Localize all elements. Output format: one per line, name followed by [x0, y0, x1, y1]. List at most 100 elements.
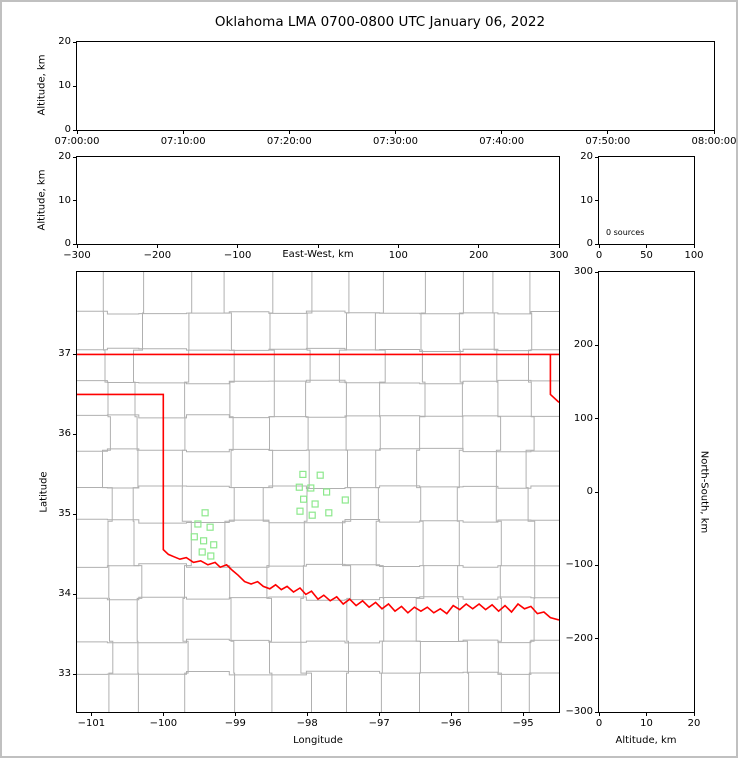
station-marker: [194, 520, 202, 528]
tick-mark: [646, 712, 647, 716]
ns-panel-xlabel: Altitude, km: [615, 735, 677, 746]
time-altitude-panel: [76, 41, 715, 131]
tick-label: 10: [640, 718, 653, 729]
station-marker: [323, 488, 331, 496]
tick-label: 07:30:00: [373, 136, 418, 147]
tick-label: −200: [565, 632, 593, 644]
tick-mark: [450, 712, 452, 716]
tick-label: 0: [64, 124, 71, 135]
tick-label: 10: [580, 194, 593, 206]
tick-mark: [595, 491, 599, 493]
tick-label: 0: [586, 238, 593, 249]
station-marker: [206, 523, 214, 531]
tick-mark: [73, 593, 77, 595]
tick-label: 07:00:00: [54, 136, 100, 147]
station-marker: [296, 507, 304, 515]
tick-mark: [73, 513, 77, 515]
source-count-annotation: 0 sources: [606, 228, 645, 237]
tick-label: 08:00:00: [691, 136, 737, 147]
tick-label: 50: [640, 250, 653, 261]
tick-label: −101: [77, 718, 106, 729]
tick-label: 0: [586, 486, 593, 497]
tick-mark: [182, 130, 184, 134]
tick-mark: [607, 130, 609, 134]
tick-mark: [73, 85, 77, 87]
tick-label: −96: [440, 718, 462, 729]
tick-mark: [397, 244, 399, 248]
tick-label: 37: [58, 348, 71, 360]
tick-mark: [73, 41, 77, 43]
tick-mark: [595, 271, 599, 273]
station-marker: [311, 500, 319, 508]
tick-label: −100: [223, 250, 252, 261]
tick-label: 35: [58, 508, 71, 520]
tick-label: −100: [149, 718, 178, 729]
tick-label: 34: [58, 588, 71, 600]
tick-label: 200: [469, 250, 489, 261]
plan-view-map-panel: [76, 271, 560, 713]
tick-label: 100: [684, 250, 704, 261]
tick-mark: [90, 712, 92, 716]
tick-label: 33: [58, 668, 71, 680]
station-marker: [199, 537, 208, 545]
station-marker: [300, 495, 308, 503]
station-marker: [316, 471, 324, 479]
tick-mark: [595, 638, 599, 640]
station-marker: [341, 496, 349, 504]
station-marker: [198, 548, 206, 556]
tick-label: 300: [549, 250, 569, 261]
tick-mark: [306, 712, 308, 716]
tick-label: 300: [573, 266, 593, 277]
tick-mark: [237, 244, 239, 248]
lma-station-markers: [190, 470, 349, 560]
tick-label: 10: [58, 194, 71, 206]
map-ylabel: Latitude: [38, 471, 50, 513]
oklahoma-state-boundary: [77, 353, 559, 621]
tick-label: −98: [296, 718, 318, 729]
tick-mark: [73, 156, 77, 158]
tick-label: −100: [565, 559, 593, 571]
tick-mark: [713, 130, 715, 134]
tick-mark: [378, 712, 380, 716]
station-marker: [307, 484, 315, 492]
tick-mark: [162, 712, 164, 716]
map-xlabel: Longitude: [293, 735, 343, 746]
tick-mark: [76, 130, 78, 134]
tick-mark: [73, 353, 77, 355]
tick-label: −300: [565, 706, 593, 717]
east-west-altitude-panel: [76, 156, 560, 245]
tick-label: 0: [595, 250, 603, 261]
station-marker: [210, 541, 218, 549]
tick-label: 100: [388, 250, 408, 261]
tick-label: 100: [573, 412, 593, 424]
county-boundaries: [77, 272, 559, 712]
station-marker: [295, 483, 303, 491]
ns-panel-ylabel: North-South, km: [698, 450, 710, 534]
tick-mark: [693, 244, 695, 248]
tick-mark: [693, 712, 695, 716]
tick-label: 20: [58, 36, 71, 47]
tick-mark: [73, 433, 77, 435]
station-marker: [190, 533, 198, 541]
map-canvas: [77, 272, 559, 712]
tick-mark: [595, 711, 599, 713]
tick-label: 0: [64, 238, 71, 249]
north-south-altitude-panel: [598, 271, 695, 713]
tick-label: 07:10:00: [160, 136, 206, 147]
tick-mark: [646, 244, 647, 248]
tick-label: 07:50:00: [585, 136, 631, 147]
tick-label: −300: [63, 250, 91, 261]
tick-label: −99: [224, 718, 246, 729]
tick-mark: [317, 244, 319, 248]
station-marker: [308, 511, 316, 519]
tick-label: −97: [368, 718, 390, 729]
tick-mark: [156, 244, 158, 248]
tick-mark: [595, 200, 599, 201]
tick-label: 200: [573, 339, 593, 351]
tick-mark: [76, 244, 78, 248]
tick-mark: [595, 418, 599, 420]
tick-mark: [522, 712, 524, 716]
tick-mark: [598, 244, 600, 248]
tick-label: −200: [143, 250, 172, 261]
